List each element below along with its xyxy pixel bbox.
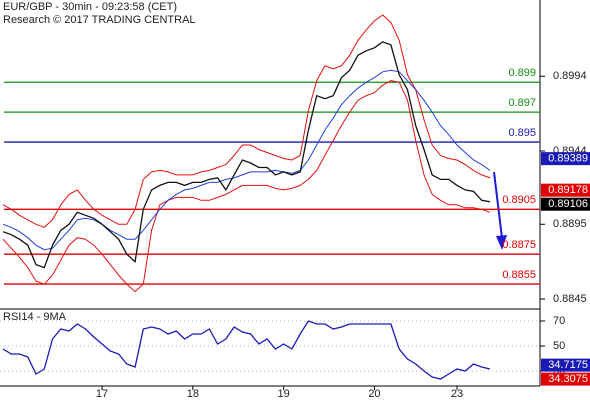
series-line	[2, 80, 491, 293]
price-box-label: 0.89106	[548, 198, 588, 210]
price-box	[541, 358, 590, 372]
level-label: 0.8855	[502, 269, 536, 281]
x-tick-label: 17	[96, 388, 108, 400]
y-tick-label: 0.8994	[553, 70, 587, 82]
x-tick-label: 18	[187, 388, 199, 400]
y-tick-label: 70	[553, 315, 565, 327]
price-box	[541, 197, 590, 211]
level-label: 0.8905	[502, 194, 536, 206]
series-line	[2, 41, 491, 269]
y-tick-label: 0.8845	[553, 293, 587, 305]
price-box-label: 34.3075	[548, 373, 588, 385]
price-box-label: 0.89178	[548, 184, 588, 196]
chart-subtitle: Research © 2017 TRADING CENTRAL	[3, 14, 196, 26]
arrow	[493, 171, 503, 239]
series-line	[2, 14, 491, 228]
x-tick-label: 19	[278, 388, 290, 400]
arrow-head	[496, 235, 507, 250]
price-box	[541, 183, 590, 197]
price-box	[541, 372, 590, 386]
x-tick-label: 20	[368, 388, 380, 400]
series-line	[2, 320, 491, 380]
chart-title: EUR/GBP - 30min - 09:23:58 (CET)	[3, 1, 177, 13]
price-box	[541, 152, 590, 166]
y-tick-label: 50	[553, 340, 565, 352]
level-label: 0.899	[508, 67, 536, 79]
level-label: 0.897	[508, 97, 536, 109]
level-label: 0.895	[508, 127, 536, 139]
y-tick-label: 0.8895	[553, 218, 587, 230]
price-box-label: 34.7175	[548, 359, 588, 371]
level-label: 0.8875	[502, 239, 536, 251]
series-line	[2, 69, 491, 251]
panel-title: RSI14 - 9MA	[3, 311, 67, 323]
price-box-label: 0.89389	[548, 153, 588, 165]
x-tick-label: 23	[451, 388, 463, 400]
